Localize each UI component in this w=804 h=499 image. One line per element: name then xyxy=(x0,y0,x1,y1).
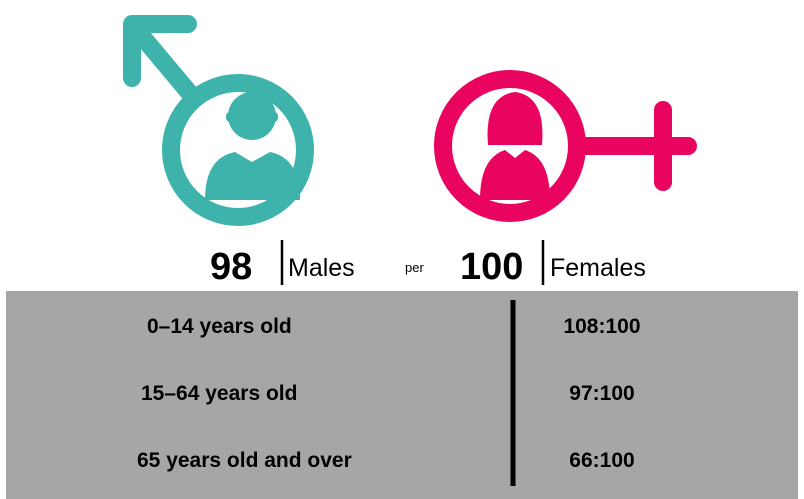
male-label: Males xyxy=(288,254,355,282)
age-group: 65 years old and over xyxy=(137,449,352,472)
female-symbol xyxy=(434,70,697,222)
female-label: Females xyxy=(550,254,646,282)
ratio: 97:100 xyxy=(569,382,634,405)
age-group: 0–14 years old xyxy=(147,315,292,338)
male-symbol xyxy=(123,15,314,226)
age-group: 15–64 years old xyxy=(141,382,297,405)
male-value: 98 xyxy=(210,246,252,288)
table-background xyxy=(6,291,798,499)
ratio: 66:100 xyxy=(569,449,634,472)
ratio: 108:100 xyxy=(563,315,640,338)
female-value: 100 xyxy=(460,246,523,288)
per-label: per xyxy=(405,260,424,275)
table: 0–14 years old 108:100 15–64 years old 97:1… xyxy=(137,315,641,472)
